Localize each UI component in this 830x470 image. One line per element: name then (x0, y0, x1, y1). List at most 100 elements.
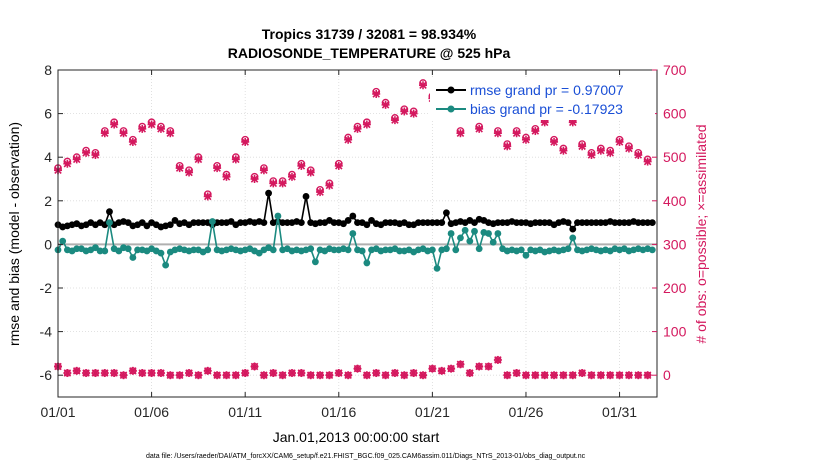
x-tick-label: 01/11 (228, 404, 262, 420)
obs-assimilated-marker (82, 148, 91, 157)
bias-point (475, 245, 483, 253)
bias-point (330, 246, 338, 254)
rmse-point (354, 219, 361, 227)
rmse-point (620, 219, 628, 227)
legend-box (430, 78, 655, 120)
data-series (54, 189, 656, 272)
obs-assimilated-marker (119, 129, 128, 138)
obs-assimilated-marker (138, 124, 147, 133)
x-tick-label: 01/06 (134, 404, 169, 420)
obs-assimilated-marker (82, 369, 91, 378)
obs-assimilated-marker (213, 164, 222, 173)
rmse-point (428, 219, 436, 227)
x-tick-label: 01/21 (415, 404, 450, 420)
obs-assimilated-marker (72, 366, 81, 375)
bias-point (157, 249, 165, 257)
bias-point (349, 230, 357, 237)
obs-assimilated-marker (222, 371, 231, 380)
obs-assimilated-marker (147, 369, 156, 378)
chart-title-line2: RADIOSONDE_TEMPERATURE @ 525 hPa (228, 45, 511, 61)
obs-assimilated-marker (353, 364, 362, 373)
obs-assimilated-marker (334, 369, 343, 378)
y-right-tick-label: 400 (663, 193, 687, 209)
y-right-tick-label: 100 (663, 324, 687, 340)
bias-point (428, 246, 436, 254)
bias-point (485, 230, 492, 237)
obs-assimilated-marker (100, 129, 109, 138)
plot-frame (57, 69, 658, 398)
rmse-point (583, 219, 591, 227)
obs-assimilated-marker (606, 148, 615, 157)
bias-point (461, 226, 469, 234)
rmse-point (349, 212, 357, 220)
obs-assimilated-marker (606, 371, 615, 380)
obs-assimilated-marker (390, 369, 399, 378)
obs-assimilated-marker (278, 179, 287, 188)
bias-point (517, 246, 525, 254)
obs-assimilated-marker (531, 127, 540, 136)
bias-point (124, 245, 132, 253)
obs-assimilated-marker (578, 142, 587, 151)
obs-assimilated-marker (185, 168, 194, 177)
y-left-tick-label: 2 (44, 193, 52, 209)
obs-assimilated-marker (456, 360, 465, 369)
bias-point (363, 259, 371, 267)
obs-assimilated-marker (624, 371, 633, 380)
rmse-point (279, 219, 287, 227)
rmse-point (316, 219, 324, 227)
obs-assimilated-marker (512, 129, 521, 138)
y-right-tick-label: 600 (663, 106, 687, 122)
obs-assimilated-marker (465, 369, 474, 378)
obs-assimilated-marker (344, 135, 353, 144)
obs-assimilated-marker (128, 137, 137, 146)
y-right-tick-label: 0 (663, 367, 671, 383)
obs-assimilated-marker (419, 371, 428, 380)
bias-point (494, 230, 502, 237)
obs-assimilated-marker (596, 371, 605, 380)
obs-assimilated-marker (91, 369, 100, 378)
obs-assimilated-marker (63, 159, 72, 168)
bias-point (73, 245, 81, 253)
rmse-point (433, 219, 441, 227)
bias-point (382, 246, 389, 254)
bias-point (433, 264, 441, 272)
obs-assimilated-marker (615, 137, 624, 146)
rmse-point (386, 219, 394, 227)
obs-assimilated-marker (381, 100, 390, 109)
bias-point (466, 237, 474, 245)
rmse-point (541, 219, 549, 227)
obs-assimilated-marker (306, 371, 315, 380)
rmse-point (616, 219, 623, 227)
obs-assimilated-marker (381, 371, 390, 380)
legend: rmse grand pr = 0.97007 bias grand pr = … (430, 78, 655, 120)
obs-assimilated-marker (213, 371, 222, 380)
rmse-point (344, 217, 352, 224)
rmse-point (499, 219, 506, 227)
y-right-tick-label: 300 (663, 236, 687, 252)
bias-point (190, 246, 198, 254)
obs-assimilated-marker (400, 371, 409, 380)
obs-assimilated-marker (175, 371, 184, 380)
rmse-point (237, 219, 244, 227)
rmse-point (283, 219, 291, 227)
obs-assimilated-marker (362, 120, 371, 129)
obs-assimilated-marker (194, 155, 203, 164)
obs-assimilated-marker (166, 371, 175, 380)
obs-assimilated-marker (437, 366, 446, 375)
obs-assimilated-marker (559, 146, 568, 155)
rmse-point (588, 219, 595, 227)
bias-point (209, 218, 216, 225)
bias-point (648, 246, 656, 254)
obs-assimilated-marker (615, 371, 624, 380)
rmse-point (106, 208, 113, 216)
obs-assimilated-marker (596, 146, 605, 155)
obs-assimilated-marker (185, 369, 194, 378)
x-tick-label: 01/31 (602, 404, 637, 420)
obs-assimilated-marker (456, 129, 465, 138)
obs-assimilated-marker (156, 124, 165, 133)
obs-assimilated-marker (259, 371, 268, 380)
obs-assimilated-marker (587, 151, 596, 160)
obs-assimilated-marker (63, 369, 72, 378)
bias-point (307, 245, 315, 253)
